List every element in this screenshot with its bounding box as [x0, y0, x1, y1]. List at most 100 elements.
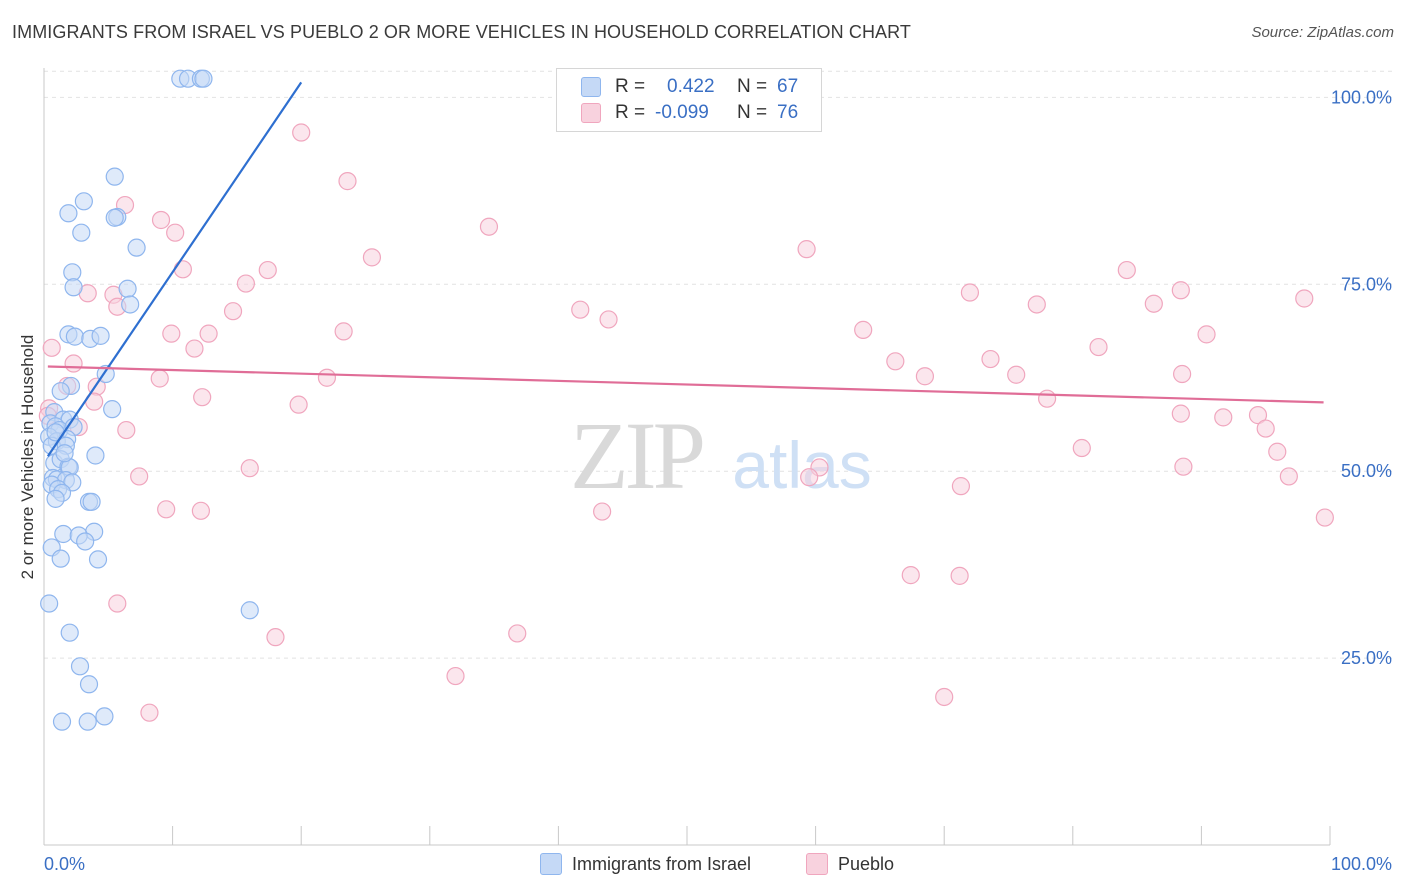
legend-row-israel: R = 0.422 N = 67	[581, 75, 798, 99]
pueblo-point	[479, 217, 499, 236]
legend-r-value: -0.099	[655, 102, 709, 123]
israel-point	[64, 278, 83, 297]
pueblo-point	[338, 172, 357, 191]
pueblo-point	[317, 368, 337, 387]
pueblo-point	[151, 210, 171, 230]
pueblo-point	[1197, 325, 1216, 344]
pueblo-point	[150, 369, 169, 388]
pueblo-point	[191, 501, 210, 520]
israel-point	[72, 223, 91, 242]
legend-r-label: R =	[615, 76, 646, 97]
pueblo-point	[1248, 406, 1268, 425]
pueblo-point	[599, 310, 618, 329]
pueblo-point	[289, 395, 308, 414]
israel-point	[52, 712, 72, 731]
legend-n-value: 76	[777, 102, 799, 123]
pueblo-point	[130, 467, 149, 486]
chart-title: IMMIGRANTS FROM ISRAEL VS PUEBLO 2 OR MO…	[12, 22, 912, 42]
pueblo-point	[1037, 389, 1057, 408]
pueblo-point	[334, 322, 353, 341]
pueblo-point	[258, 260, 277, 280]
y-tick-label: 75.0%	[1341, 274, 1392, 294]
israel-point	[60, 623, 79, 642]
pueblo-point	[1173, 364, 1192, 384]
israel-trend-line	[46, 81, 303, 457]
watermark-zip: ZIP	[570, 402, 703, 509]
pueblo-point	[140, 703, 159, 722]
source-label: Source: ZipAtlas.com	[1251, 24, 1394, 41]
watermark-atlas: atlas	[732, 428, 871, 502]
israel-point	[95, 707, 114, 726]
israel-point	[86, 446, 105, 465]
pueblo-point	[173, 260, 192, 279]
pueblo-point	[1171, 281, 1190, 300]
pueblo-point	[571, 300, 590, 319]
pueblo-point	[166, 223, 185, 242]
pueblo-point	[1279, 467, 1298, 486]
pueblo-point	[162, 324, 181, 343]
pueblo-point	[223, 302, 243, 321]
pueblo-point	[593, 502, 612, 521]
pueblo-point	[1027, 295, 1046, 314]
pueblo-point	[1174, 457, 1193, 476]
legend-swatch-pueblo	[581, 103, 601, 123]
pueblo-point	[236, 274, 256, 293]
bottom-legend-pueblo: Pueblo	[806, 851, 894, 877]
pueblo-point	[446, 666, 465, 686]
pueblo-point	[951, 477, 971, 496]
pueblo-point	[981, 349, 1000, 369]
pueblo-point	[901, 566, 920, 585]
pueblo-point	[1171, 404, 1190, 423]
correlation-legend: R = 0.422 N = 67 R = -0.099 N = 76	[556, 68, 822, 132]
israel-point	[82, 492, 101, 511]
bottom-legend-label-pueblo: Pueblo	[838, 853, 895, 874]
israel-point	[70, 657, 90, 676]
israel-point	[55, 444, 74, 463]
pueblo-point	[42, 338, 61, 357]
pueblo-point	[950, 566, 969, 585]
legend-r-label: R =	[615, 102, 646, 123]
pueblo-point	[185, 339, 204, 358]
pueblo-point	[1007, 365, 1026, 384]
y-tick-label: 100.0%	[1331, 87, 1392, 107]
bottom-legend-label-israel: Immigrants from Israel	[572, 853, 752, 874]
bottom-legend-swatch-pueblo	[806, 853, 828, 875]
pueblo-point	[1072, 438, 1091, 458]
israel-point	[127, 238, 146, 257]
israel-point	[103, 400, 122, 419]
israel-point	[78, 712, 97, 731]
legend-swatch-israel	[581, 77, 601, 97]
bottom-legend-israel: Immigrants from Israel	[540, 851, 751, 877]
pueblo-point	[193, 388, 212, 407]
axes	[43, 68, 1331, 846]
legend-n-value: 67	[777, 76, 799, 97]
pueblo-point	[362, 248, 382, 267]
pueblo-point	[1089, 337, 1108, 357]
x-tick-labels: 0.0% 100.0%	[44, 854, 1392, 874]
israel-point	[51, 549, 70, 568]
pueblo-point	[64, 354, 83, 373]
pueblo-point	[157, 500, 176, 519]
israel-points	[40, 69, 259, 731]
gridlines	[44, 70, 1392, 659]
israel-point	[105, 167, 124, 186]
israel-point	[76, 532, 95, 551]
pueblo-point	[508, 624, 527, 643]
pueblo-trend-line	[47, 365, 1324, 404]
israel-point	[65, 327, 84, 346]
israel-point	[88, 550, 108, 569]
pueblo-point	[117, 420, 136, 440]
pueblo-point	[960, 283, 980, 302]
y-axis-label: 2 or more Vehicles in Household	[18, 334, 37, 580]
pueblo-point	[800, 468, 819, 487]
israel-point	[74, 192, 93, 211]
pueblo-point	[1256, 419, 1275, 438]
x-tick-label: 0.0%	[44, 854, 85, 874]
pueblo-point	[854, 320, 873, 339]
pueblo-point	[1117, 260, 1136, 280]
legend-n-label: N =	[737, 102, 768, 123]
israel-point	[59, 204, 78, 223]
legend-n-label: N =	[737, 76, 768, 97]
pueblo-point	[935, 687, 954, 707]
